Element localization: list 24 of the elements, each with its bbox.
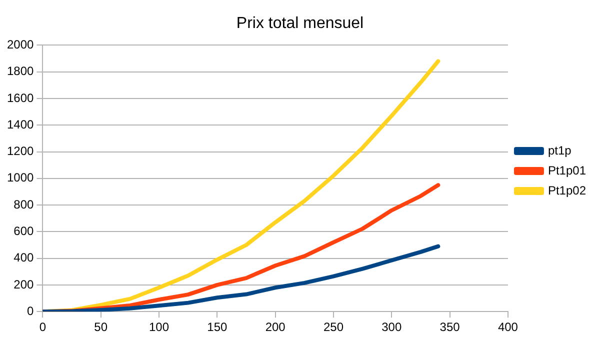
x-tick-label: 300 (382, 320, 402, 334)
legend-label: Pt1p02 (548, 183, 586, 198)
y-tick-label: 0 (27, 304, 34, 318)
y-tick-label: 1200 (6, 144, 34, 158)
legend-label: Pt1p01 (548, 163, 586, 178)
y-tick-label: 1000 (6, 170, 34, 185)
y-tick-label: 1400 (6, 117, 34, 132)
x-tick-label: 200 (265, 320, 286, 334)
y-tick-label: 1600 (6, 90, 34, 105)
y-tick-label: 2000 (6, 38, 34, 52)
y-tick-label: 400 (14, 250, 34, 265)
y-tick-label: 1800 (6, 64, 34, 78)
x-tick-label: 0 (39, 320, 46, 334)
legend-label: pt1p (548, 143, 572, 158)
y-tick-label: 600 (14, 224, 34, 238)
x-tick-label: 250 (323, 320, 344, 334)
y-tick-label: 800 (14, 197, 34, 212)
chart-title: Prix total mensuel (236, 15, 364, 32)
x-tick-label: 150 (207, 320, 228, 334)
y-tick-label: 200 (14, 277, 34, 292)
x-tick-label: 50 (94, 320, 108, 334)
x-tick-label: 100 (149, 320, 170, 334)
x-tick-label: 400 (498, 320, 518, 334)
x-tick-label: 350 (440, 320, 460, 334)
